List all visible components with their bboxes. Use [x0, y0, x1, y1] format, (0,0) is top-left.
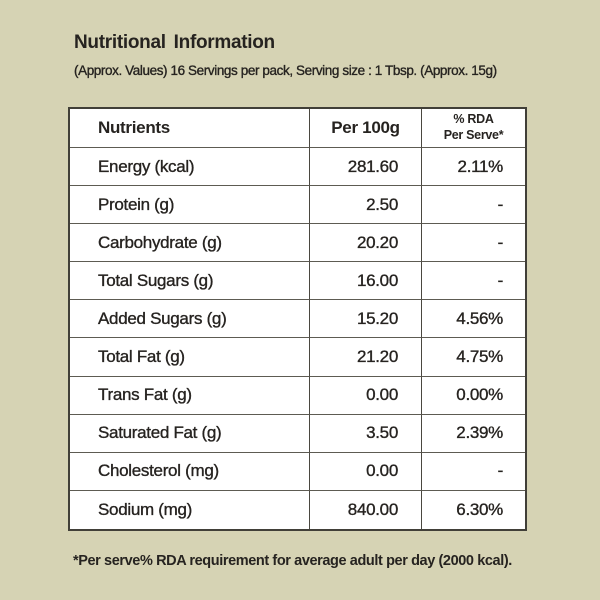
nutrient-name-cell: Protein (g)	[70, 186, 310, 225]
nutrient-name-cell: Added Sugars (g)	[70, 300, 310, 339]
rda-value-cell: 2.11%	[422, 148, 525, 187]
rda-value-cell: 0.00%	[422, 377, 525, 415]
column-header-per-100g: Per 100g	[310, 109, 422, 148]
per-100g-value-cell: 21.20	[310, 338, 422, 377]
nutrient-name-cell: Carbohydrate (g)	[70, 224, 310, 263]
column-header-rda-per-serve: % RDA Per Serve*	[422, 109, 525, 148]
per-100g-value-cell: 16.00	[310, 262, 422, 301]
rda-value-cell: 6.30%	[456, 499, 503, 519]
page-title: Nutritional Information	[74, 32, 275, 53]
nutrient-name-cell: Saturated Fat (g)	[70, 414, 310, 453]
rda-value-cell: -	[422, 186, 525, 225]
per-100g-value-cell: 3.50	[310, 414, 422, 453]
per-100g-value-cell: 840.00	[310, 490, 422, 529]
serving-info-text: (Approx. Values) 16 Servings per pack, S…	[74, 63, 497, 78]
rda-value-cell: -	[422, 453, 525, 491]
nutrition-table: Nutrients Per 100g % RDA Per Serve* Ener…	[68, 107, 527, 531]
rda-value-cell: 4.75%	[422, 338, 525, 377]
column-header-rda-line2: Per Serve*	[443, 128, 504, 142]
per-100g-value-cell: 15.20	[310, 300, 422, 339]
rda-footnote: *Per serve% RDA requirement for average …	[73, 553, 512, 569]
per-100g-value-cell: 0.00	[310, 452, 422, 491]
nutrient-name-cell: Trans Fat (g)	[70, 376, 310, 415]
rda-value-cell: 4.56%	[422, 300, 525, 339]
nutrient-name-cell: Sodium (mg)	[70, 490, 310, 529]
rda-value-cell: 2.39%	[422, 415, 525, 453]
nutrient-name-cell: Cholesterol (mg)	[70, 452, 310, 491]
column-header-nutrients: Nutrients	[70, 109, 310, 148]
nutrient-name-cell: Energy (kcal)	[70, 148, 310, 187]
nutrient-name-cell: Total Sugars (g)	[70, 262, 310, 301]
rda-value-cell: -	[422, 224, 525, 263]
column-header-rda-line1: % RDA	[453, 112, 494, 127]
per-100g-value-cell: 281.60	[310, 148, 422, 187]
nutrient-name-cell: Total Fat (g)	[70, 338, 310, 377]
per-100g-value-cell: 0.00	[310, 376, 422, 415]
per-100g-value-cell: 2.50	[310, 186, 422, 225]
per-100g-value-cell: 20.20	[310, 224, 422, 263]
rda-value-cell: -	[422, 262, 525, 301]
